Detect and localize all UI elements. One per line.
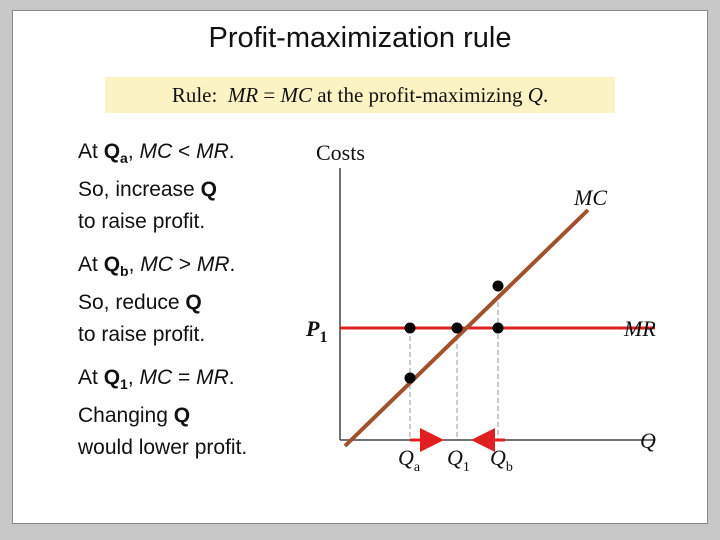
price-label-main: P — [305, 316, 320, 341]
rule-term: MR — [227, 83, 259, 107]
point — [404, 372, 416, 384]
note-text: At — [78, 140, 104, 163]
note-text: < — [172, 140, 197, 163]
note-text: Q — [103, 140, 121, 163]
price-label-sub: 1 — [319, 329, 327, 346]
title: Profit-maximization rule — [208, 22, 512, 54]
note-line: would lower profit. — [78, 432, 247, 464]
point — [492, 322, 504, 334]
note-line: to raise profit. — [78, 319, 235, 351]
q1-sub: 1 — [463, 460, 470, 475]
note-line: Changing Q — [78, 400, 247, 432]
note-text: 1 — [120, 376, 128, 393]
note-text: MR — [196, 366, 229, 389]
note-text: , — [128, 253, 141, 276]
note-text: MR — [196, 140, 229, 163]
x-axis-label: Q — [640, 428, 656, 453]
note-text: MC — [139, 140, 173, 163]
note-text: MR — [196, 253, 230, 276]
y-axis-label: Costs — [316, 140, 365, 165]
qa-main: Q — [398, 445, 414, 470]
note-line: So, reduce Q — [78, 287, 235, 319]
rule-text: at the profit-maximizing — [311, 83, 528, 107]
mc-label: MC — [573, 185, 607, 210]
mr-label: MR — [623, 316, 656, 341]
note-text: , — [127, 366, 140, 389]
rule-text: = — [258, 83, 281, 107]
note-text: Q — [173, 404, 191, 428]
note-text: So, increase — [78, 178, 201, 202]
note-text: > — [172, 253, 197, 276]
rule-text: . — [542, 83, 549, 107]
note-text: to raise profit. — [78, 210, 206, 234]
note-text: b — [120, 263, 129, 280]
qa-sub: a — [414, 460, 421, 475]
mc-curve — [343, 208, 590, 448]
note-text: Changing — [78, 404, 174, 428]
note-text: = — [172, 366, 197, 389]
qa-label: Qa — [398, 445, 421, 475]
note-text: , — [127, 140, 140, 163]
note-text: At — [78, 253, 104, 276]
note-text: MC — [140, 253, 173, 276]
qb-sub: b — [506, 460, 513, 475]
q1-label: Q1 — [447, 445, 470, 475]
qb-main: Q — [490, 445, 506, 470]
q1-main: Q — [447, 445, 463, 470]
note-text: a — [120, 150, 128, 167]
note-text: . — [228, 140, 235, 163]
note-text: So, reduce — [78, 291, 186, 315]
price-label: P1 — [305, 316, 327, 346]
note-text: Q — [103, 253, 121, 276]
rule-term: Q — [527, 83, 543, 107]
note-text: At — [78, 366, 104, 389]
rule-term: MC — [280, 83, 312, 107]
rule-box: Rule: MR = MC at the profit-maximizing Q… — [105, 77, 615, 113]
qb-label: Qb — [490, 445, 513, 475]
note-text: would lower profit. — [78, 436, 248, 460]
note-text: . — [228, 366, 235, 389]
note-text: Q — [103, 366, 121, 389]
rule-text: Rule: — [171, 83, 228, 107]
point — [451, 322, 463, 334]
note-text: Q — [185, 291, 202, 315]
note-line: At Q1, MC = MR. — [78, 362, 247, 400]
note-line: So, increase Q — [78, 174, 235, 206]
point — [404, 322, 416, 334]
note-line: to raise profit. — [78, 206, 235, 238]
note-line: At Qa, MC < MR. — [78, 136, 235, 174]
note-text: to raise profit. — [78, 323, 206, 347]
point — [492, 280, 504, 292]
note-text: Q — [200, 178, 217, 202]
note-text: . — [229, 253, 236, 276]
note-line: At Qb, MC > MR. — [78, 249, 235, 287]
note-text: MC — [139, 366, 173, 389]
